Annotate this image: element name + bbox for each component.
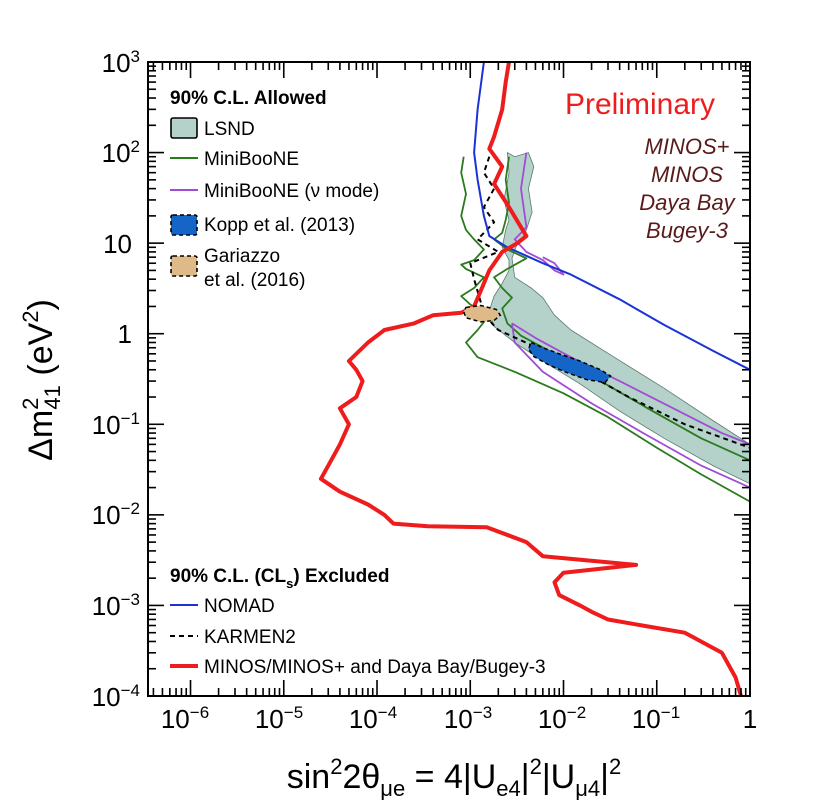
y-tick-label: 1 bbox=[118, 319, 132, 349]
preliminary-label: Preliminary bbox=[565, 88, 715, 121]
experiment-label-bugey-3: Bugey-3 bbox=[646, 218, 729, 243]
legend-excluded: 90% C.L. (CLs) Excluded NOMAD KARMEN2 MI… bbox=[170, 566, 546, 678]
x-tick-label: 10−2 bbox=[538, 703, 586, 734]
experiment-label-minos-plus: MINOS+ bbox=[645, 134, 730, 159]
x-tick-label: 10−1 bbox=[632, 703, 680, 734]
x-axis-label: sin22θμe = 4|Ue4|2|Uμ4|2 bbox=[287, 754, 622, 801]
series-minos-line bbox=[318, 62, 743, 696]
legend-lsnd-swatch bbox=[170, 117, 198, 139]
x-tick-label: 10−6 bbox=[161, 703, 209, 734]
legend-allowed-header: 90% C.L. Allowed bbox=[170, 88, 327, 109]
y-tick-labels: 10−4 10−3 10−2 10−1 1 10 102 103 bbox=[92, 47, 140, 712]
region-kopp bbox=[527, 341, 612, 384]
x-tick-labels: 10−6 10−5 10−4 10−3 10−2 10−1 1 bbox=[161, 703, 757, 734]
y-axis-label: Δm241 (eV2) bbox=[18, 299, 65, 461]
legend-miniboone-nu-label: MiniBooNE (ν mode) bbox=[204, 181, 379, 202]
legend-gariazzo-label-line2: et al. (2016) bbox=[204, 270, 305, 291]
legend-gariazzo-label-line1: Gariazzo bbox=[204, 246, 280, 267]
region-gariazzo bbox=[462, 304, 502, 323]
legend-karmen2-label: KARMEN2 bbox=[204, 627, 296, 648]
legend-gariazzo-swatch bbox=[170, 255, 198, 277]
x-tick-label: 10−5 bbox=[255, 703, 303, 734]
series-miniboone-outer-line bbox=[460, 156, 750, 503]
x-tick-label: 10−3 bbox=[444, 703, 492, 734]
y-tick-label: 10 bbox=[103, 229, 132, 259]
plot-content bbox=[318, 62, 750, 696]
y-tick-label: 102 bbox=[102, 137, 140, 168]
legend-excluded-header: 90% C.L. (CLs) Excluded bbox=[170, 566, 389, 591]
legend-minos-label: MINOS/MINOS+ and Daya Bay/Bugey-3 bbox=[204, 657, 546, 678]
y-tick-label: 10−4 bbox=[92, 681, 140, 712]
y-tick-label: 10−3 bbox=[92, 590, 140, 621]
experiment-label-minos: MINOS bbox=[651, 162, 723, 187]
series-miniboone-nu-band-upper-line bbox=[511, 322, 750, 446]
legend-kopp-swatch bbox=[170, 214, 198, 236]
legend-allowed: 90% C.L. Allowed LSND MiniBooNE MiniBooN… bbox=[170, 88, 379, 291]
x-tick-label: 10−4 bbox=[349, 703, 397, 734]
legend-lsnd-label: LSND bbox=[204, 119, 255, 140]
y-tick-label: 103 bbox=[102, 47, 140, 78]
y-tick-label: 10−1 bbox=[92, 409, 140, 440]
legend-miniboone-label: MiniBooNE bbox=[204, 149, 299, 170]
y-tick-label: 10−2 bbox=[92, 499, 140, 530]
tick-marks bbox=[148, 61, 751, 697]
legend-nomad-label: NOMAD bbox=[204, 596, 275, 617]
legend-kopp-label: Kopp et al. (2013) bbox=[204, 215, 355, 236]
experiment-label-daya-bay: Daya Bay bbox=[639, 190, 736, 215]
series-miniboone-nu-band-lower-line bbox=[511, 323, 750, 489]
x-tick-label: 1 bbox=[743, 704, 757, 734]
experiment-labels: MINOS+ MINOS Daya Bay Bugey-3 bbox=[639, 134, 736, 243]
axis-frame bbox=[147, 61, 751, 697]
plot-area bbox=[318, 62, 750, 696]
